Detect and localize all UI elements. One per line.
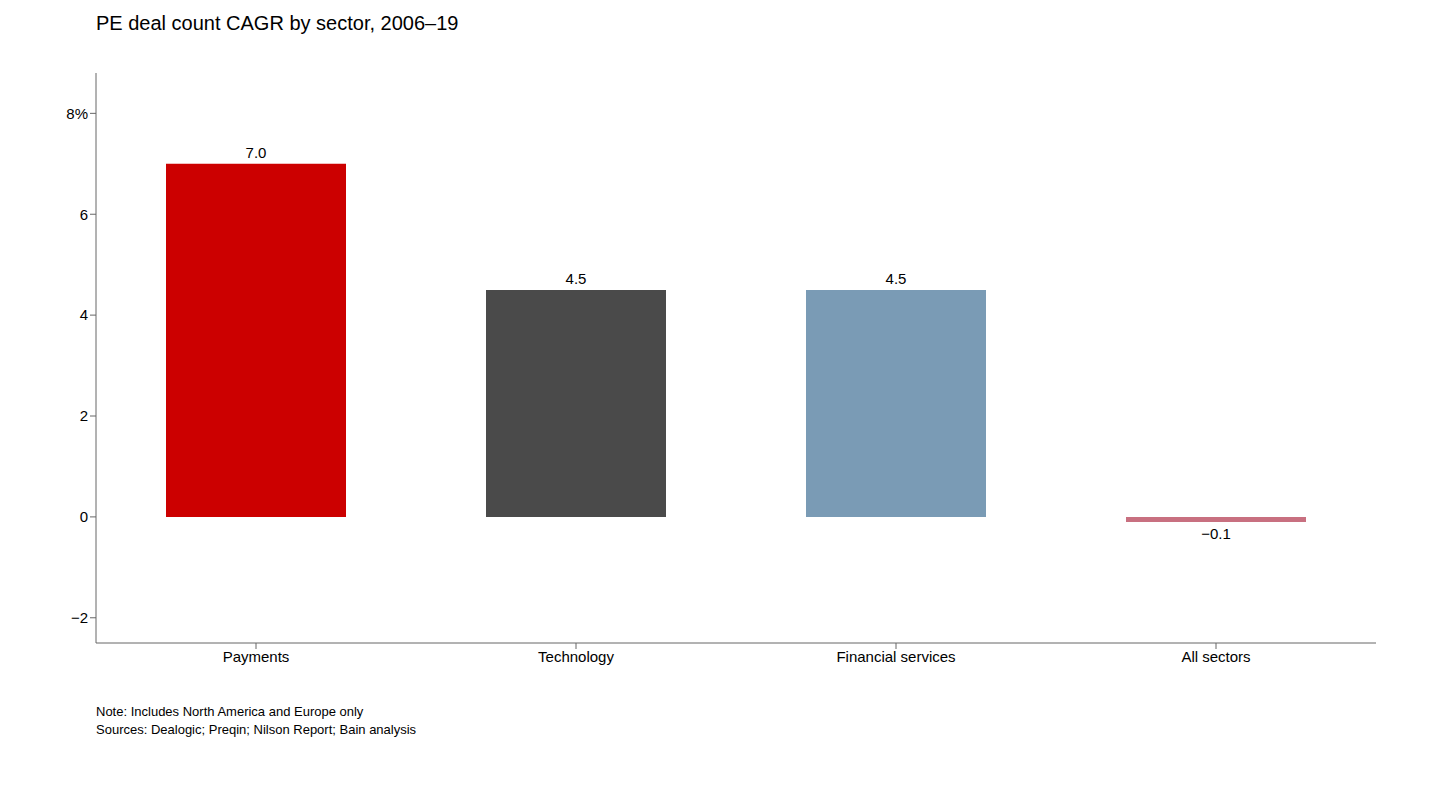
svg-text:Technology: Technology: [538, 648, 614, 665]
svg-text:6: 6: [80, 206, 88, 223]
html-text:PE deal count CAGR by sector,: PE deal count CAGR by sector, 2006–19: [96, 12, 459, 34]
svg-text:0: 0: [80, 508, 88, 525]
svg-text:2: 2: [80, 407, 88, 424]
svg-text:7.0: 7.0: [246, 144, 267, 161]
svg-text:4.5: 4.5: [566, 270, 587, 287]
svg-text:All sectors: All sectors: [1181, 648, 1250, 665]
svg-text:−0.1: −0.1: [1201, 525, 1231, 542]
svg-text:Payments: Payments: [223, 648, 290, 665]
svg-text:Financial services: Financial services: [836, 648, 955, 665]
svg-text:4: 4: [80, 306, 88, 323]
html-text:Note: Includes North America a: Note: Includes North America and Europe …: [96, 704, 364, 719]
svg-text:−2: −2: [71, 609, 88, 626]
svg-text:8%: 8%: [66, 105, 88, 122]
svg-text:4.5: 4.5: [886, 270, 907, 287]
html-text:Sources: Dealogic; Preqin; Nil: Sources: Dealogic; Preqin; Nilson Report…: [96, 722, 417, 738]
